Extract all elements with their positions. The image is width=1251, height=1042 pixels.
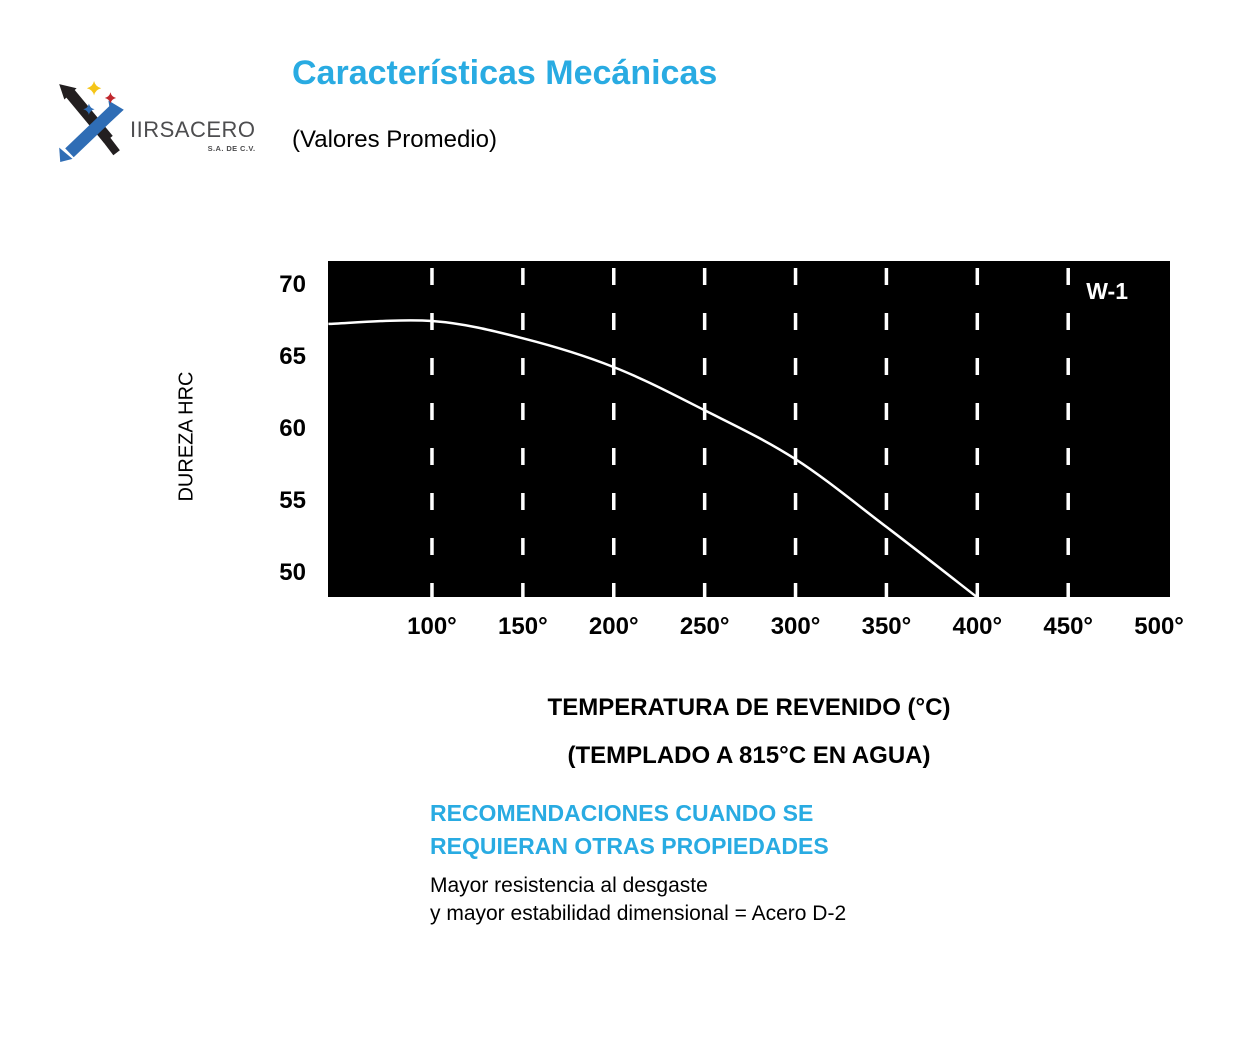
- y-tick-label: 55: [279, 486, 306, 514]
- logo-company-name: IIRSACERO: [130, 117, 256, 142]
- star-red-icon: [104, 92, 117, 104]
- x-axis-note: (TEMPLADO A 815°C EN AGUA): [567, 742, 931, 769]
- x-tick-label: 150°: [498, 613, 548, 640]
- y-tick-label: 60: [279, 415, 306, 442]
- x-tick-label: 450°: [1043, 613, 1094, 640]
- x-axis-title: TEMPERATURA DE REVENIDO (°C): [547, 694, 951, 721]
- star-yellow-icon: [86, 81, 102, 96]
- page-title: Características Mecánicas: [292, 54, 718, 92]
- logo-legal-suffix: S.A. DE C.V.: [207, 144, 256, 153]
- star-blue-icon: [83, 103, 95, 115]
- hardness-curve-plot: [328, 268, 1070, 597]
- recommendations-body-line1: Mayor resistencia al desgaste: [430, 874, 708, 897]
- x-tick-label: 100°: [407, 613, 457, 640]
- logo-blue-arrowhead-bottom: [59, 147, 73, 162]
- x-tick-label: 400°: [952, 613, 1003, 640]
- x-tick-label: 200°: [588, 613, 639, 640]
- company-logo: IIRSACERO S.A. DE C.V.: [58, 78, 255, 164]
- logo-blue-arrowhead-top: [108, 100, 124, 121]
- tempering-chart: W-1: [328, 261, 1170, 597]
- w1-hardness-curve: [328, 319, 979, 597]
- y-tick-label: 50: [279, 558, 306, 586]
- logo-text: IIRSACERO S.A. DE C.V.: [130, 117, 256, 153]
- logo-blue-ribbon: [65, 105, 119, 158]
- x-tick-label: 500°: [1134, 613, 1184, 640]
- y-tick-label: 70: [279, 271, 306, 299]
- recommendations-heading-line2: REQUIERAN OTRAS PROPIEDADES: [430, 833, 829, 859]
- series-label: W-1: [1086, 278, 1128, 304]
- x-tick-label: 300°: [770, 613, 821, 640]
- recommendations-heading-line1: RECOMENDACIONES CUANDO SE: [430, 800, 814, 826]
- page-subtitle: (Valores Promedio): [292, 126, 497, 153]
- recommendations-body: Mayor resistencia al desgaste y mayor es…: [430, 872, 846, 928]
- x-tick-label: 350°: [861, 613, 912, 640]
- logo-mark-icon: [59, 81, 124, 162]
- recommendations-heading: RECOMENDACIONES CUANDO SE REQUIERAN OTRA…: [430, 797, 829, 863]
- y-axis-title: DUREZA HRC: [175, 371, 198, 502]
- recommendations-body-line2: y mayor estabilidad dimensional = Acero …: [430, 902, 847, 925]
- x-tick-label: 250°: [679, 613, 730, 640]
- y-tick-label: 65: [279, 343, 306, 371]
